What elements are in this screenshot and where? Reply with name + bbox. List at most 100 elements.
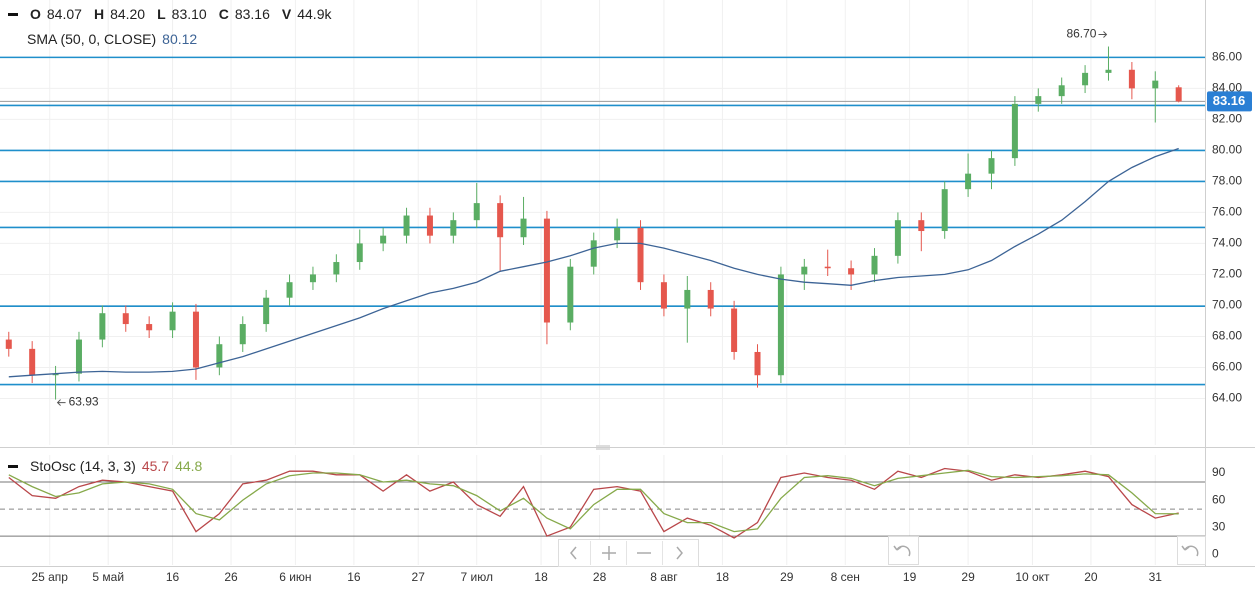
candle-body: [614, 227, 621, 241]
candle-body: [169, 311, 176, 331]
x-tick-label: 5 май: [92, 570, 124, 584]
y-tick-label: 70.00: [1212, 298, 1242, 312]
candle-body: [1152, 80, 1159, 89]
legend-value: 84.20: [110, 6, 146, 22]
x-tick-label: 31: [1149, 570, 1163, 584]
osc-y-tick-label: 30: [1212, 519, 1226, 533]
icon: [602, 546, 616, 560]
legend-icon: [8, 464, 18, 468]
osc-y-tick-label: 60: [1212, 492, 1226, 506]
last-price-label: 83.16: [1213, 93, 1246, 108]
legend-entry: 45.7: [141, 458, 170, 474]
sma-value: 80.12: [162, 31, 198, 47]
scroll-left-button[interactable]: [570, 546, 577, 560]
legend-value: 83.16: [234, 6, 270, 22]
candle-body: [941, 189, 948, 232]
panel-grip[interactable]: [596, 445, 610, 450]
osc-y-tick-label: 0: [1212, 546, 1219, 560]
annotation-arrow: [1098, 31, 1108, 38]
candle-body: [731, 308, 738, 352]
x-tick-label: 20: [1084, 570, 1098, 584]
candle-body: [286, 282, 293, 298]
annotation-arrow: [56, 399, 66, 406]
high-annotation: 86.70: [1066, 27, 1096, 41]
legend-entry: 44.8: [175, 458, 203, 474]
candle-body: [333, 262, 340, 275]
candle-body: [684, 289, 691, 309]
osc-y-tick-label: 90: [1212, 465, 1226, 479]
x-tick-label: 6 июн: [279, 570, 311, 584]
x-tick-label: 29: [961, 570, 975, 584]
candle-body: [1082, 72, 1089, 86]
reset-scale-button[interactable]: [1177, 536, 1206, 565]
y-tick-label: 64.00: [1212, 391, 1242, 405]
candle-body: [1011, 103, 1018, 159]
candle-body: [590, 240, 597, 267]
candle-body: [520, 218, 527, 238]
candle-body: [52, 373, 59, 376]
low-annotation: 63.93: [69, 395, 99, 409]
x-tick-label: 10 окт: [1015, 570, 1050, 584]
candle-body: [1105, 69, 1112, 73]
legend-key: H: [93, 6, 105, 22]
ohlc-legend: O 84.07 H 84.20 L 83.10 C 83.16 V 44.9k: [8, 6, 331, 22]
oscillator-legend: StoOsc (14, 3, 3) 45.7 44.8: [8, 458, 202, 474]
candle-body: [777, 274, 784, 376]
x-tick-label: 16: [347, 570, 361, 584]
y-tick-label: 82.00: [1212, 112, 1242, 126]
x-tick-label: 27: [412, 570, 426, 584]
sma-line: [8, 147, 1179, 378]
legend-value: 44.9k: [297, 6, 332, 22]
candle-body: [637, 227, 644, 283]
candle-body: [543, 218, 550, 323]
candle-body: [5, 339, 12, 349]
osc-line: [8, 467, 1179, 539]
icon: [893, 545, 911, 557]
candle-body: [29, 348, 36, 376]
candle-body: [473, 203, 480, 221]
x-tick-label: 25 апр: [31, 570, 68, 584]
y-tick-label: 80.00: [1212, 143, 1242, 157]
icon: [1181, 545, 1199, 557]
candle-body: [99, 313, 106, 340]
candle-body: [192, 311, 199, 368]
icon: [676, 546, 683, 560]
candle-body: [426, 215, 433, 236]
candle-body: [309, 274, 316, 283]
candle-body: [216, 344, 223, 368]
candle-body: [403, 215, 410, 236]
x-tick-label: 7 июл: [461, 570, 493, 584]
scroll-right-button[interactable]: [676, 546, 683, 560]
candle-body: [497, 203, 504, 238]
zoom-in-button[interactable]: [602, 546, 616, 560]
legend-value: 83.10: [171, 6, 207, 22]
candle-body: [122, 313, 129, 325]
y-tick-label: 86.00: [1212, 50, 1242, 64]
candle-body: [965, 173, 972, 190]
legend-key: L: [157, 6, 166, 22]
last-price-box: [1207, 91, 1252, 112]
y-tick-label: 76.00: [1212, 205, 1242, 219]
button-box: [888, 536, 919, 565]
sma-legend: SMA (50, 0, CLOSE) 80.12: [27, 31, 197, 47]
reset-button[interactable]: [888, 536, 919, 565]
legend-value: 84.07: [46, 6, 82, 22]
candle-body: [988, 158, 995, 174]
legend-key: C: [218, 6, 229, 22]
y-tick-label: 68.00: [1212, 329, 1242, 343]
candle-body: [918, 220, 925, 232]
y-tick-label: 72.00: [1212, 267, 1242, 281]
legend-icon: [8, 12, 18, 16]
osc-line: [8, 469, 1179, 533]
oscillator-name: StoOsc (14, 3, 3): [30, 458, 136, 474]
x-tick-label: 18: [534, 570, 548, 584]
x-tick-label: 26: [224, 570, 238, 584]
candle-body: [848, 268, 855, 275]
y-tick-label: 84.00: [1212, 81, 1242, 95]
navigation-toolbar: [558, 536, 1206, 567]
candle-body: [660, 282, 667, 309]
candle-body: [801, 266, 808, 275]
legend-key: V: [281, 6, 292, 22]
candle-body: [754, 351, 761, 376]
